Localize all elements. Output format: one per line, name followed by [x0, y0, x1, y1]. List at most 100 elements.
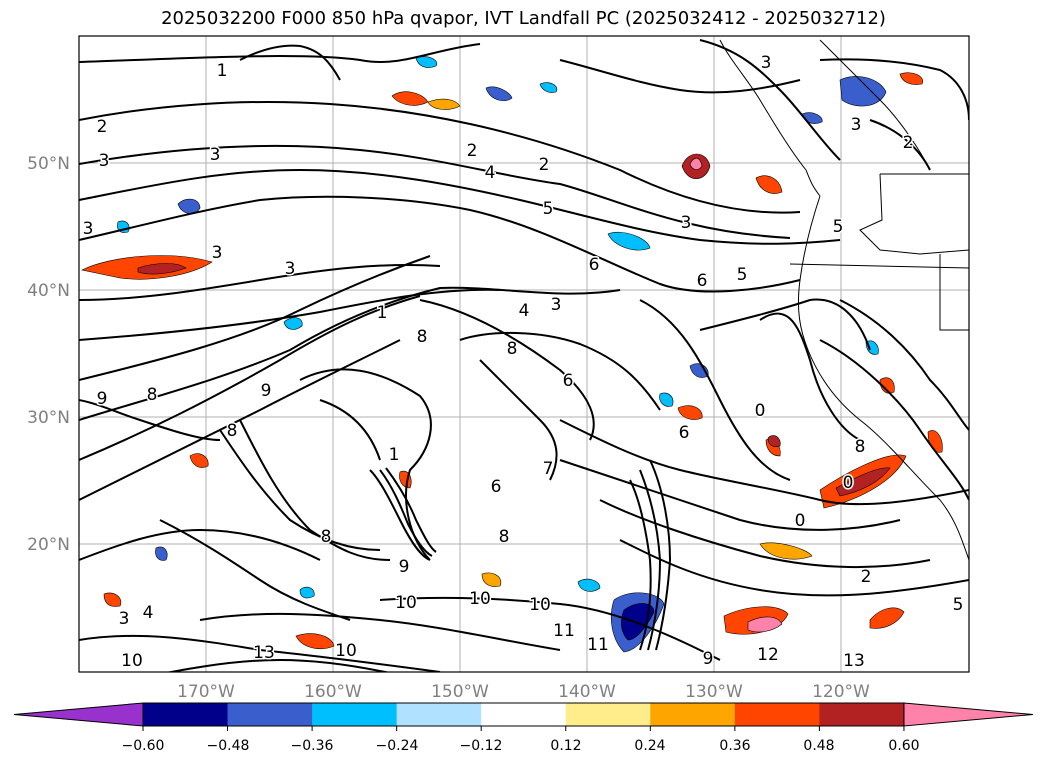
colorbar-tick: 0.60 — [888, 738, 919, 754]
colorbar-segment — [734, 703, 820, 726]
contour-label: 4 — [519, 301, 530, 321]
colorbar-tick: 0.24 — [634, 738, 665, 754]
colorbar-segment — [227, 703, 313, 726]
contour-label: 8 — [321, 527, 332, 547]
latitude-labels: 50°N 40°N 30°N 20°N — [27, 154, 70, 555]
contour-label: 13 — [843, 651, 865, 671]
contour-label: 3 — [212, 243, 223, 263]
colorbar-tick: −0.60 — [122, 738, 165, 754]
contour-label: 3 — [551, 295, 562, 315]
map-gridlines — [79, 36, 969, 672]
contour-label: 12 — [757, 645, 779, 665]
contour-label: 1 — [389, 445, 400, 465]
contour-label: 6 — [491, 477, 502, 497]
lon-label: 150°W — [431, 682, 489, 702]
colorbar-segment — [396, 703, 482, 726]
contour-label: 0 — [755, 401, 766, 421]
colorbar-tick: 0.12 — [550, 738, 581, 754]
contour-label: 2 — [97, 117, 108, 137]
contour-label: 8 — [227, 421, 238, 441]
contour-label: 11 — [553, 621, 575, 641]
contour-label: 8 — [855, 437, 866, 457]
lon-label: 140°W — [558, 682, 616, 702]
contour-label: 3 — [851, 115, 862, 135]
lon-label: 170°W — [177, 682, 235, 702]
lat-label: 20°N — [27, 535, 70, 555]
contour-label: 2 — [861, 567, 872, 587]
contour-label: 6 — [697, 271, 708, 291]
contour-label: 8 — [507, 339, 518, 359]
map-frame — [78, 35, 970, 673]
colorbar-tick: −0.12 — [460, 738, 503, 754]
colorbar-extend-high — [903, 702, 1034, 727]
contour-label: 4 — [485, 163, 496, 183]
contour-label: 5 — [737, 265, 748, 285]
contour-label: 10 — [529, 595, 551, 615]
colorbar — [13, 702, 1034, 731]
colorbar-outline — [142, 702, 905, 727]
contour-label: 3 — [285, 259, 296, 279]
contour-label: 8 — [147, 385, 158, 405]
lon-label: 160°W — [304, 682, 362, 702]
contour-label: 6 — [589, 255, 600, 275]
contour-label: 9 — [399, 557, 410, 577]
contour-label: 6 — [679, 423, 690, 443]
colorbar-extend-low — [13, 702, 144, 727]
lon-label: 130°W — [685, 682, 743, 702]
colorbar-tick: 0.48 — [803, 738, 834, 754]
contour-label: 10 — [121, 651, 143, 671]
contour-label: 13 — [253, 643, 275, 663]
contour-label: 3 — [681, 213, 692, 233]
contour-label: 1 — [217, 61, 228, 81]
contour-label: 2 — [539, 155, 550, 175]
contour-lines — [79, 39, 969, 672]
contour-label: 10 — [395, 593, 417, 613]
lat-label: 50°N — [27, 154, 70, 174]
coastlines — [719, 39, 969, 561]
colorbar-tick: 0.36 — [719, 738, 750, 754]
contour-label: 5 — [833, 217, 844, 237]
contour-label: 9 — [261, 381, 272, 401]
colorbar-segment — [650, 703, 736, 726]
map-background — [79, 36, 969, 672]
colorbar-tick: −0.36 — [291, 738, 334, 754]
colorbar-segment — [481, 703, 567, 726]
contour-label: 8 — [499, 527, 510, 547]
contour-label: 11 — [587, 635, 609, 655]
colorbar-tick: −0.24 — [376, 738, 419, 754]
colorbar-tick-labels: −0.60 −0.48 −0.36 −0.24 −0.12 0.12 0.24 … — [122, 738, 920, 754]
contour-label: 9 — [97, 389, 108, 409]
lon-label: 120°W — [812, 682, 870, 702]
lat-label: 40°N — [27, 281, 70, 301]
lat-label: 30°N — [27, 408, 70, 428]
contour-label: 5 — [543, 199, 554, 219]
contour-label: 3 — [83, 219, 94, 239]
contour-label: 2 — [467, 141, 478, 161]
contour-label: 0 — [795, 511, 806, 531]
contour-label: 10 — [469, 589, 491, 609]
longitude-labels: 170°W 160°W 150°W 140°W 130°W 120°W — [177, 682, 870, 702]
contour-label: 9 — [703, 649, 714, 669]
anomaly-fills — [81, 56, 943, 653]
colorbar-segment — [143, 703, 229, 726]
contour-label: 1 — [377, 303, 388, 323]
contour-label: 2 — [903, 133, 914, 153]
contour-label: 5 — [953, 595, 964, 615]
contour-label: 3 — [99, 151, 110, 171]
contour-label: 0 — [843, 473, 854, 493]
contour-label: 3 — [119, 609, 130, 629]
contour-label: 8 — [417, 327, 428, 347]
colorbar-segment — [819, 703, 905, 726]
contour-label: 3 — [210, 145, 221, 165]
contour-label: 4 — [143, 603, 154, 623]
figure-title: 2025032200 F000 850 hPa qvapor, IVT Land… — [161, 8, 886, 29]
contour-label: 6 — [563, 371, 574, 391]
contour-label: 7 — [543, 459, 554, 479]
contour-label: 3 — [761, 53, 772, 73]
contour-label: 10 — [335, 641, 357, 661]
colorbar-segment — [312, 703, 398, 726]
colorbar-segment — [565, 703, 651, 726]
